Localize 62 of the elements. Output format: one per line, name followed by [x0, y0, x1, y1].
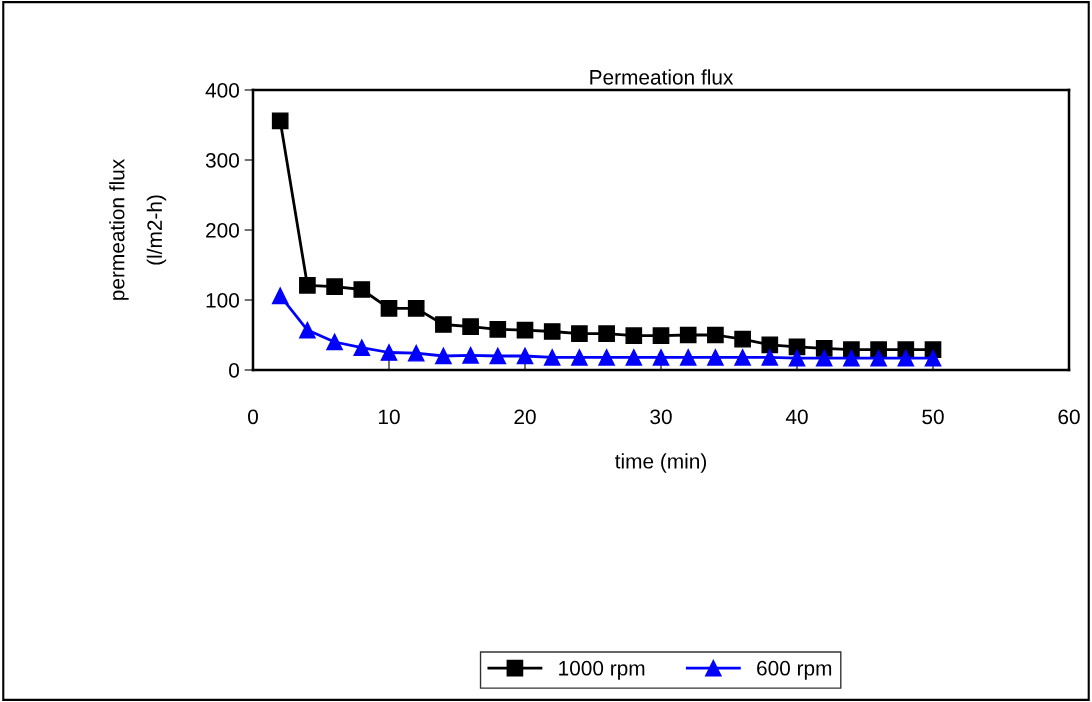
- point: [299, 276, 316, 294]
- y-tick-label: 300: [205, 153, 239, 168]
- legend-label: 600 rpm: [757, 660, 832, 680]
- point: [734, 330, 751, 348]
- x-tick-label: 40: [785, 409, 808, 425]
- point: [897, 349, 915, 367]
- point: [326, 278, 343, 296]
- point: [870, 349, 887, 367]
- point: [598, 325, 615, 342]
- point: [407, 300, 425, 317]
- y-tick-label: 0: [229, 363, 239, 378]
- y-axis-title: permeation flux (l/m2-h): [109, 159, 167, 300]
- point: [543, 323, 561, 340]
- x-tick-label: 50: [922, 409, 944, 425]
- point: [679, 326, 697, 344]
- point: [571, 349, 588, 366]
- y-tick-label: 100: [206, 293, 239, 308]
- point: [462, 346, 479, 364]
- x-tick-label: 10: [379, 409, 400, 425]
- point: [435, 347, 452, 365]
- point: [380, 300, 398, 317]
- x-tick-label: 60: [1058, 409, 1080, 425]
- point: [489, 321, 507, 338]
- x-tick-label: 30: [650, 409, 672, 425]
- point: [707, 326, 724, 344]
- point: [924, 349, 942, 367]
- point: [380, 344, 398, 361]
- legend-label: 1000 rpm: [559, 660, 645, 680]
- x-tick-label: 20: [514, 409, 536, 425]
- point: [271, 112, 289, 130]
- x-axis-title: time (min): [615, 453, 706, 473]
- point: [462, 318, 479, 335]
- point: [788, 349, 806, 367]
- point: [407, 344, 425, 362]
- point: [353, 339, 371, 356]
- point: [516, 321, 534, 339]
- point: [843, 349, 860, 367]
- point: [489, 347, 507, 365]
- point: [734, 349, 751, 366]
- point: [571, 325, 588, 342]
- point: [815, 349, 833, 367]
- point: [326, 333, 343, 351]
- point: [679, 349, 697, 366]
- point: [435, 316, 452, 333]
- point: [625, 349, 643, 366]
- x-tick-label: 0: [248, 409, 258, 425]
- y-tick-label: 200: [206, 223, 239, 238]
- point: [271, 287, 289, 305]
- point: [543, 349, 561, 366]
- point: [353, 281, 371, 298]
- chart-title: Permeation flux: [590, 69, 734, 85]
- point: [516, 347, 534, 365]
- point: [815, 339, 833, 357]
- y-tick-label: 400: [205, 83, 239, 98]
- point: [299, 321, 316, 339]
- point: [761, 336, 779, 354]
- point: [761, 349, 779, 366]
- point: [625, 327, 643, 345]
- point: [707, 349, 724, 366]
- point: [652, 327, 670, 345]
- point: [652, 349, 670, 366]
- point: [598, 349, 615, 366]
